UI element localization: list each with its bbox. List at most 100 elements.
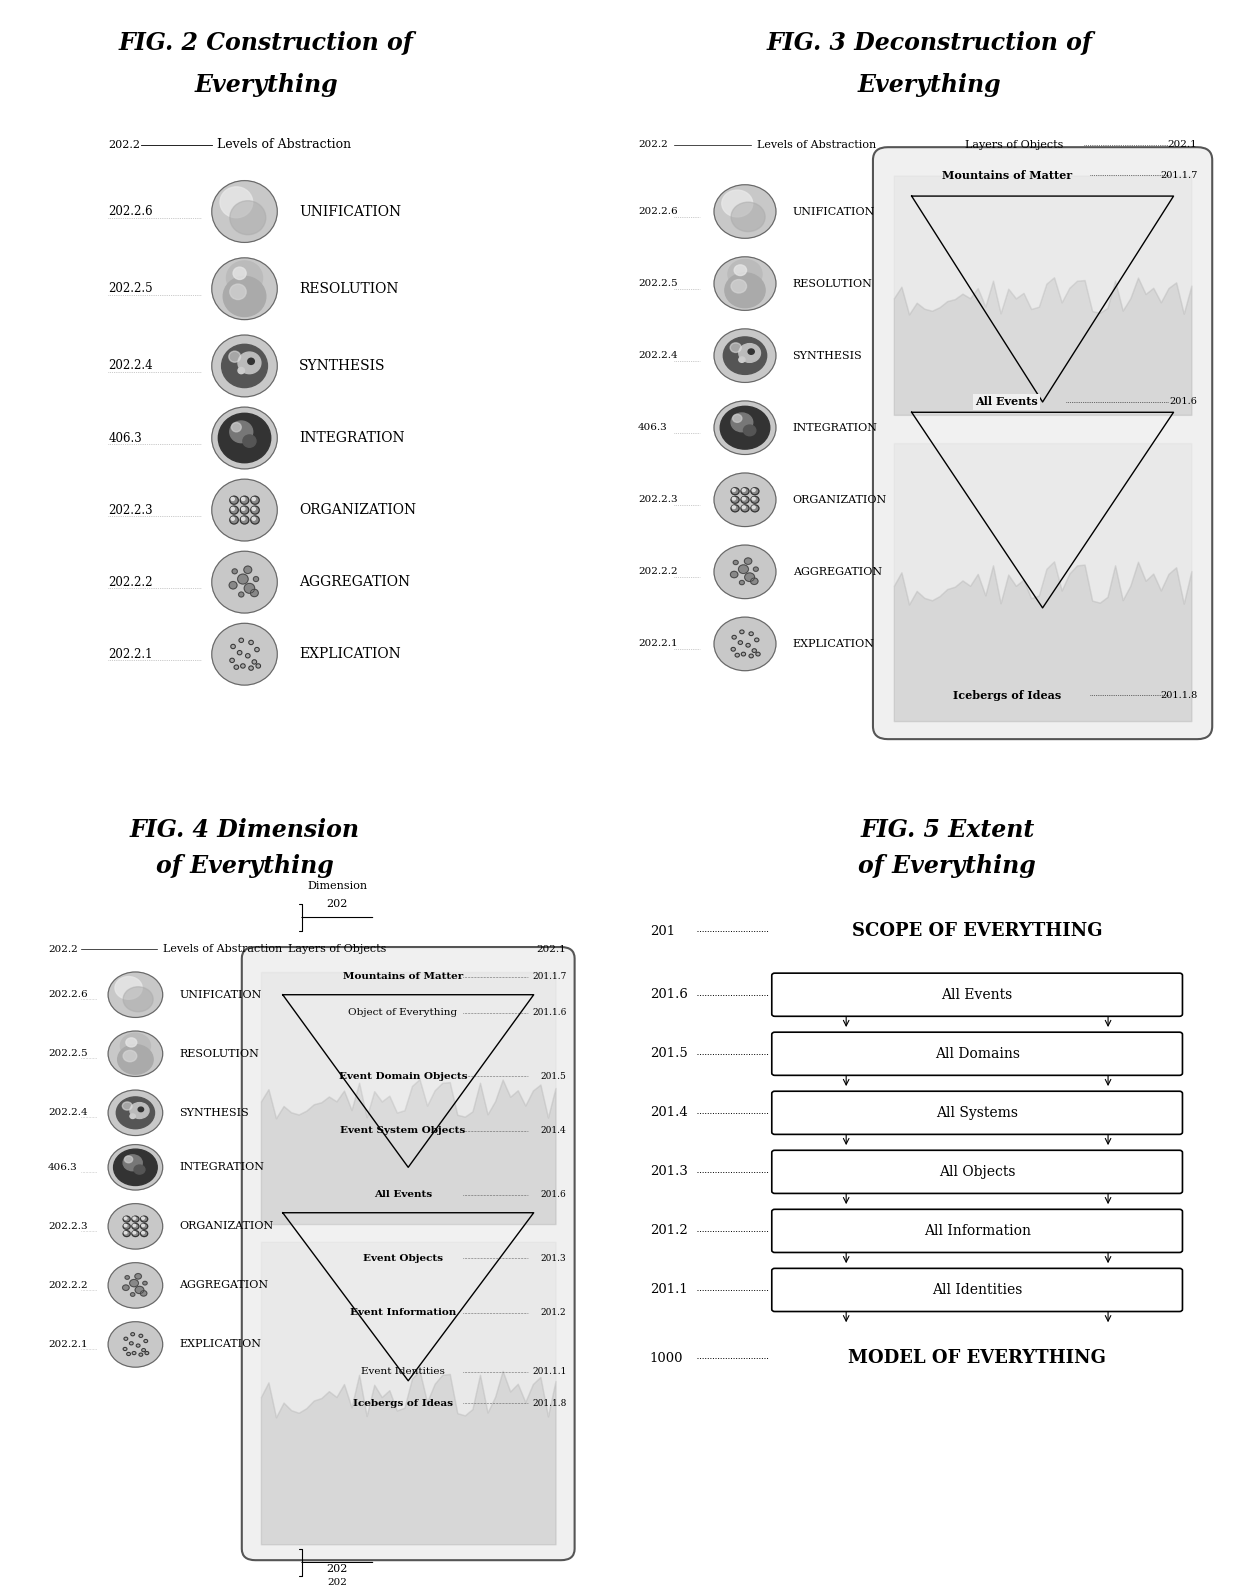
- Text: UNIFICATION: UNIFICATION: [792, 207, 875, 217]
- Text: 201.6: 201.6: [541, 1191, 567, 1199]
- Circle shape: [229, 283, 247, 299]
- Circle shape: [229, 581, 237, 589]
- Circle shape: [246, 654, 250, 657]
- Text: Dimension: Dimension: [308, 880, 367, 890]
- Circle shape: [238, 575, 248, 584]
- Circle shape: [252, 517, 255, 521]
- Circle shape: [753, 648, 756, 653]
- Text: Mountains of Matter: Mountains of Matter: [942, 170, 1071, 181]
- Text: RESOLUTION: RESOLUTION: [792, 279, 873, 288]
- Text: INTEGRATION: INTEGRATION: [299, 431, 404, 446]
- Text: All Systems: All Systems: [936, 1106, 1018, 1119]
- Circle shape: [244, 567, 252, 573]
- Text: ORGANIZATION: ORGANIZATION: [179, 1221, 273, 1231]
- Polygon shape: [283, 1213, 533, 1380]
- Text: UNIFICATION: UNIFICATION: [299, 204, 402, 218]
- FancyBboxPatch shape: [771, 1151, 1183, 1194]
- Circle shape: [212, 479, 278, 541]
- Circle shape: [133, 1224, 135, 1226]
- Circle shape: [124, 1224, 126, 1226]
- Circle shape: [222, 344, 268, 387]
- Text: FIG. 2 Construction of: FIG. 2 Construction of: [119, 32, 414, 56]
- Circle shape: [231, 497, 234, 500]
- Circle shape: [732, 487, 739, 495]
- Circle shape: [131, 1231, 139, 1237]
- FancyBboxPatch shape: [771, 973, 1183, 1016]
- Circle shape: [239, 638, 243, 643]
- Text: 202.2.1: 202.2.1: [48, 1340, 88, 1348]
- Circle shape: [742, 653, 745, 656]
- Polygon shape: [911, 412, 1173, 608]
- Circle shape: [746, 643, 750, 646]
- Circle shape: [108, 1032, 162, 1076]
- Text: 202.2.4: 202.2.4: [48, 1108, 88, 1118]
- Circle shape: [733, 506, 735, 508]
- Circle shape: [131, 1216, 139, 1223]
- Circle shape: [255, 664, 260, 669]
- Circle shape: [744, 425, 756, 436]
- Circle shape: [739, 357, 745, 363]
- Circle shape: [743, 489, 745, 492]
- Circle shape: [124, 1216, 126, 1219]
- Circle shape: [732, 635, 737, 638]
- Circle shape: [229, 516, 238, 524]
- Circle shape: [739, 344, 760, 363]
- Circle shape: [130, 1114, 135, 1119]
- Circle shape: [733, 560, 738, 565]
- Circle shape: [124, 1232, 126, 1234]
- Circle shape: [714, 544, 776, 599]
- Text: 202.2.6: 202.2.6: [48, 990, 88, 1000]
- Circle shape: [218, 414, 270, 463]
- Circle shape: [140, 1216, 148, 1223]
- Text: 201.1.7: 201.1.7: [1159, 170, 1198, 180]
- Circle shape: [742, 497, 749, 503]
- Circle shape: [749, 654, 754, 657]
- Circle shape: [254, 648, 259, 651]
- Circle shape: [745, 573, 755, 581]
- Circle shape: [141, 1224, 144, 1226]
- Circle shape: [738, 640, 743, 645]
- Circle shape: [140, 1231, 148, 1237]
- Circle shape: [733, 489, 735, 492]
- Circle shape: [231, 517, 234, 521]
- Circle shape: [241, 664, 246, 669]
- Circle shape: [126, 1038, 136, 1048]
- Polygon shape: [283, 995, 533, 1167]
- Circle shape: [725, 272, 765, 307]
- Text: Icebergs of Ideas: Icebergs of Ideas: [952, 689, 1061, 700]
- Circle shape: [243, 435, 255, 447]
- Circle shape: [115, 976, 143, 1000]
- Text: MODEL OF EVERYTHING: MODEL OF EVERYTHING: [848, 1348, 1106, 1368]
- Circle shape: [720, 406, 770, 449]
- Circle shape: [133, 1352, 136, 1355]
- Circle shape: [237, 651, 242, 654]
- Circle shape: [138, 1106, 144, 1111]
- Circle shape: [249, 640, 253, 645]
- Circle shape: [229, 506, 238, 514]
- Text: of Everything: of Everything: [156, 853, 334, 877]
- Circle shape: [238, 368, 244, 374]
- Circle shape: [714, 330, 776, 382]
- Text: 202.1: 202.1: [537, 944, 567, 954]
- Circle shape: [141, 1216, 144, 1219]
- Circle shape: [249, 665, 253, 670]
- Text: FIG. 4 Dimension: FIG. 4 Dimension: [129, 818, 360, 842]
- Text: RESOLUTION: RESOLUTION: [299, 282, 398, 296]
- Polygon shape: [911, 196, 1173, 401]
- Text: SYNTHESIS: SYNTHESIS: [792, 350, 862, 361]
- Circle shape: [250, 506, 259, 514]
- Text: Levels of Abstraction: Levels of Abstraction: [756, 140, 877, 150]
- Circle shape: [125, 1275, 129, 1280]
- Circle shape: [108, 973, 162, 1017]
- Circle shape: [723, 338, 766, 374]
- Circle shape: [242, 517, 244, 521]
- Circle shape: [212, 180, 278, 242]
- Circle shape: [229, 201, 265, 234]
- Text: 202.2.6: 202.2.6: [108, 205, 153, 218]
- Circle shape: [744, 557, 751, 564]
- Text: 202.2: 202.2: [108, 140, 140, 150]
- Text: All Domains: All Domains: [935, 1048, 1019, 1060]
- Text: AGGREGATION: AGGREGATION: [299, 575, 410, 589]
- Text: 202.2.1: 202.2.1: [637, 640, 677, 648]
- Circle shape: [123, 1102, 133, 1110]
